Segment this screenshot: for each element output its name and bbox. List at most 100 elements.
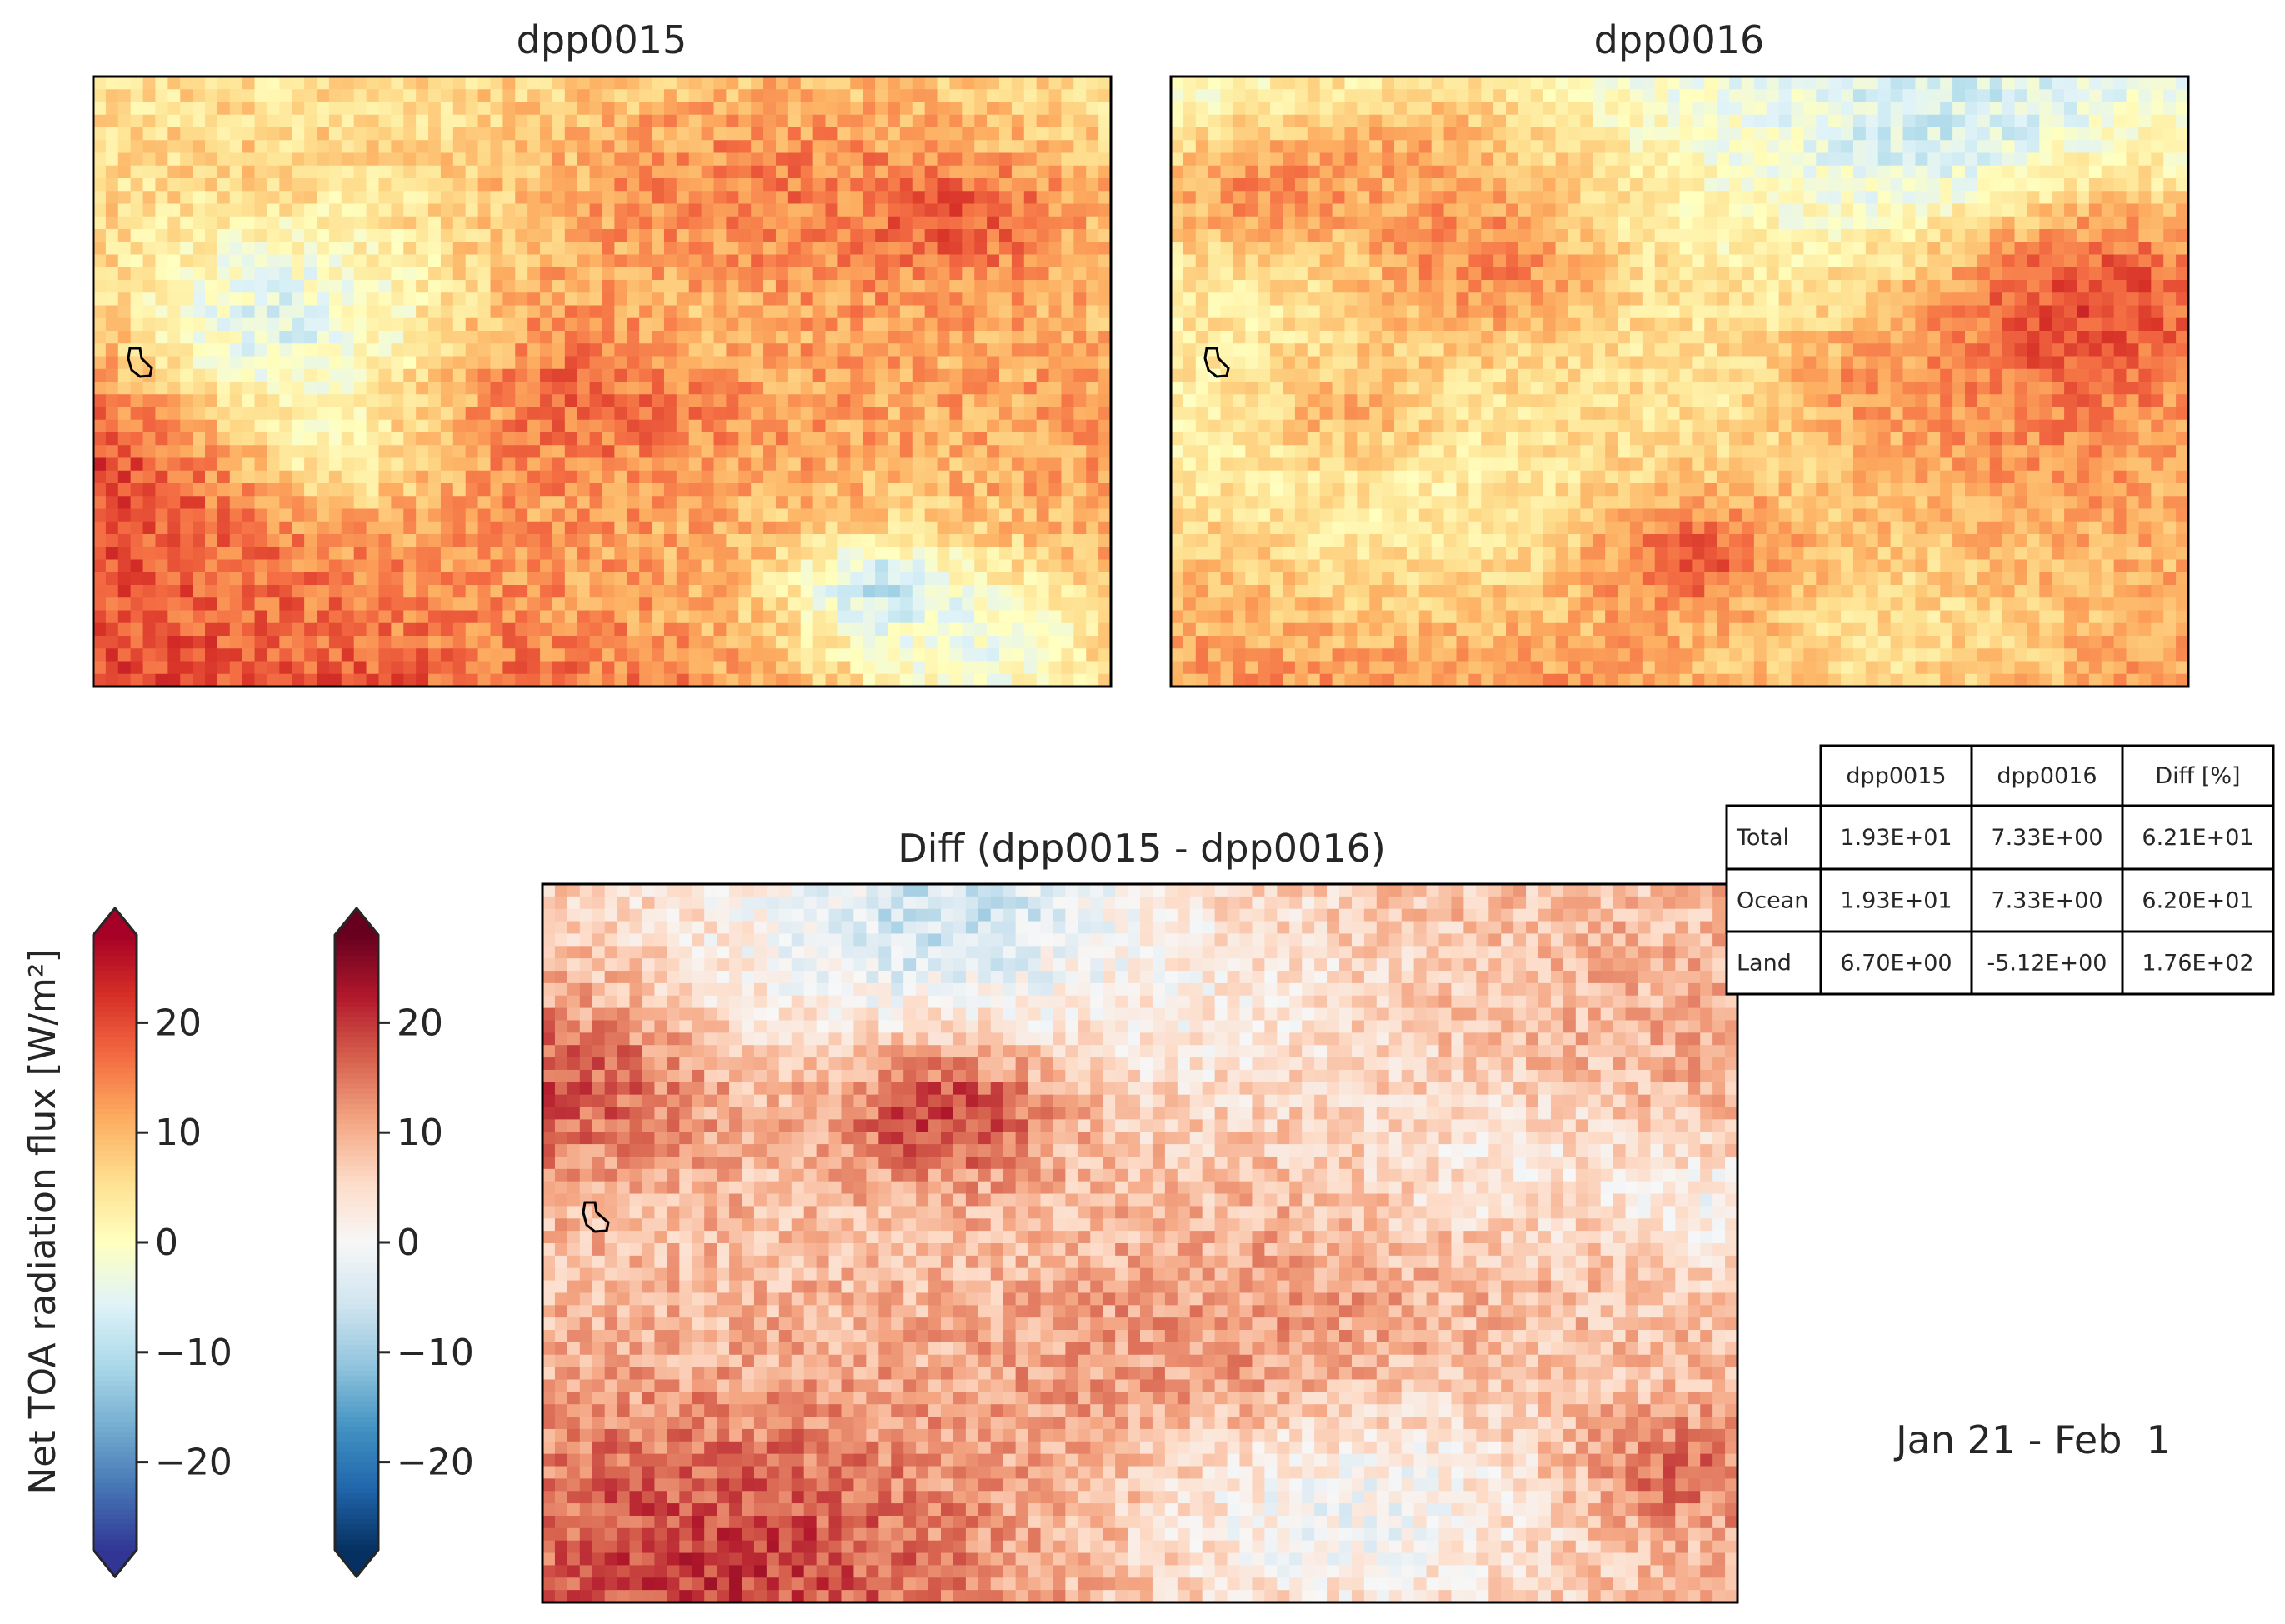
heatmap-cell — [416, 483, 429, 497]
heatmap-cell — [1182, 77, 1197, 90]
heatmap-cell — [614, 254, 628, 268]
heatmap-cell — [490, 661, 503, 675]
heatmap-cell — [528, 636, 541, 649]
heatmap-cell — [391, 242, 404, 256]
heatmap-cell — [589, 317, 603, 332]
heatmap-cell — [652, 356, 665, 370]
heatmap-cell — [428, 508, 442, 522]
heatmap-cell — [589, 368, 603, 382]
heatmap-cell — [180, 368, 193, 382]
heatmap-cell — [875, 254, 888, 268]
heatmap-cell — [1915, 140, 1928, 154]
heatmap-cell — [614, 394, 628, 408]
heatmap-cell — [862, 317, 876, 332]
heatmap-cell — [1182, 191, 1197, 205]
heatmap-cell — [924, 648, 938, 662]
heatmap-cell — [1915, 165, 1928, 179]
heatmap-cell — [1989, 140, 2003, 154]
heatmap-cell — [2176, 140, 2189, 154]
heatmap-cell — [726, 77, 739, 90]
heatmap-cell — [676, 280, 690, 293]
heatmap-cell — [1061, 229, 1074, 242]
heatmap-cell — [1208, 89, 1222, 103]
heatmap-cell — [688, 419, 702, 433]
heatmap-cell — [825, 305, 839, 319]
heatmap-cell — [254, 343, 268, 357]
heatmap-cell — [1816, 114, 1829, 128]
heatmap-cell — [428, 343, 442, 357]
heatmap-cell — [812, 114, 827, 128]
heatmap-cell — [800, 585, 814, 598]
heatmap-cell — [478, 483, 492, 497]
heatmap-cell — [452, 648, 467, 662]
heatmap-cell — [118, 254, 132, 268]
heatmap-cell — [652, 508, 665, 522]
heatmap-cell — [1023, 470, 1038, 484]
heatmap-cell — [1493, 178, 1507, 192]
heatmap-cell — [875, 343, 888, 357]
heatmap-cell — [862, 254, 876, 268]
heatmap-cell — [1023, 559, 1038, 573]
heatmap-cell — [254, 521, 268, 535]
heatmap-cell — [962, 140, 975, 154]
heatmap-cell — [279, 89, 292, 103]
heatmap-cell — [540, 547, 553, 561]
heatmap-cell — [924, 470, 938, 484]
heatmap-cell — [1394, 152, 1408, 167]
heatmap-cell — [304, 127, 318, 141]
heatmap-cell — [1940, 229, 1953, 242]
heatmap-cell — [1036, 178, 1050, 192]
heatmap-cell — [899, 508, 913, 522]
heatmap-cell — [862, 89, 876, 103]
heatmap-cell — [452, 140, 467, 154]
heatmap-cell — [639, 445, 652, 459]
heatmap-cell — [738, 648, 752, 662]
heatmap-cell — [1098, 394, 1112, 408]
heatmap-cell — [1778, 102, 1792, 116]
heatmap-cell — [341, 317, 355, 332]
heatmap-cell — [130, 534, 144, 547]
heatmap-cell — [1679, 140, 1692, 154]
heatmap-cell — [168, 267, 181, 281]
heatmap-cell — [1766, 191, 1780, 205]
heatmap-cell — [1023, 267, 1038, 281]
heatmap-cell — [1493, 216, 1507, 230]
heatmap-cell — [378, 178, 392, 192]
heatmap-cell — [1036, 673, 1050, 687]
heatmap-cell — [490, 368, 503, 382]
heatmap-cell — [205, 572, 218, 586]
heatmap-cell — [2002, 114, 2016, 128]
heatmap-cell — [1357, 203, 1370, 217]
heatmap-cell — [2052, 178, 2065, 192]
heatmap-cell — [751, 534, 764, 547]
heatmap-cell — [788, 317, 802, 332]
heatmap-cell — [639, 508, 652, 522]
heatmap-cell — [676, 140, 690, 154]
heatmap-cell — [788, 254, 802, 268]
heatmap-cell — [155, 534, 168, 547]
heatmap-cell — [850, 203, 863, 217]
heatmap-cell — [502, 203, 516, 217]
heatmap-cell — [800, 534, 814, 547]
heatmap-cell — [701, 636, 715, 649]
heatmap-cell — [713, 102, 727, 116]
heatmap-cell — [726, 636, 739, 649]
heatmap-cell — [1086, 572, 1099, 586]
heatmap-cell — [552, 496, 566, 510]
heatmap-cell — [763, 470, 777, 484]
heatmap-cell — [1023, 496, 1038, 510]
heatmap-cell — [639, 102, 652, 116]
heatmap-cell — [738, 152, 752, 167]
heatmap-cell — [924, 229, 938, 242]
heatmap-cell — [887, 254, 901, 268]
heatmap-cell — [292, 89, 305, 103]
heatmap-cell — [1245, 191, 1258, 205]
heatmap-cell — [1073, 191, 1087, 205]
heatmap-cell — [726, 140, 739, 154]
heatmap-cell — [639, 229, 652, 242]
heatmap-cell — [440, 470, 454, 484]
heatmap-cell — [353, 343, 368, 357]
heatmap-cell — [1704, 127, 1718, 141]
heatmap-cell — [1406, 89, 1420, 103]
heatmap-cell — [118, 89, 132, 103]
